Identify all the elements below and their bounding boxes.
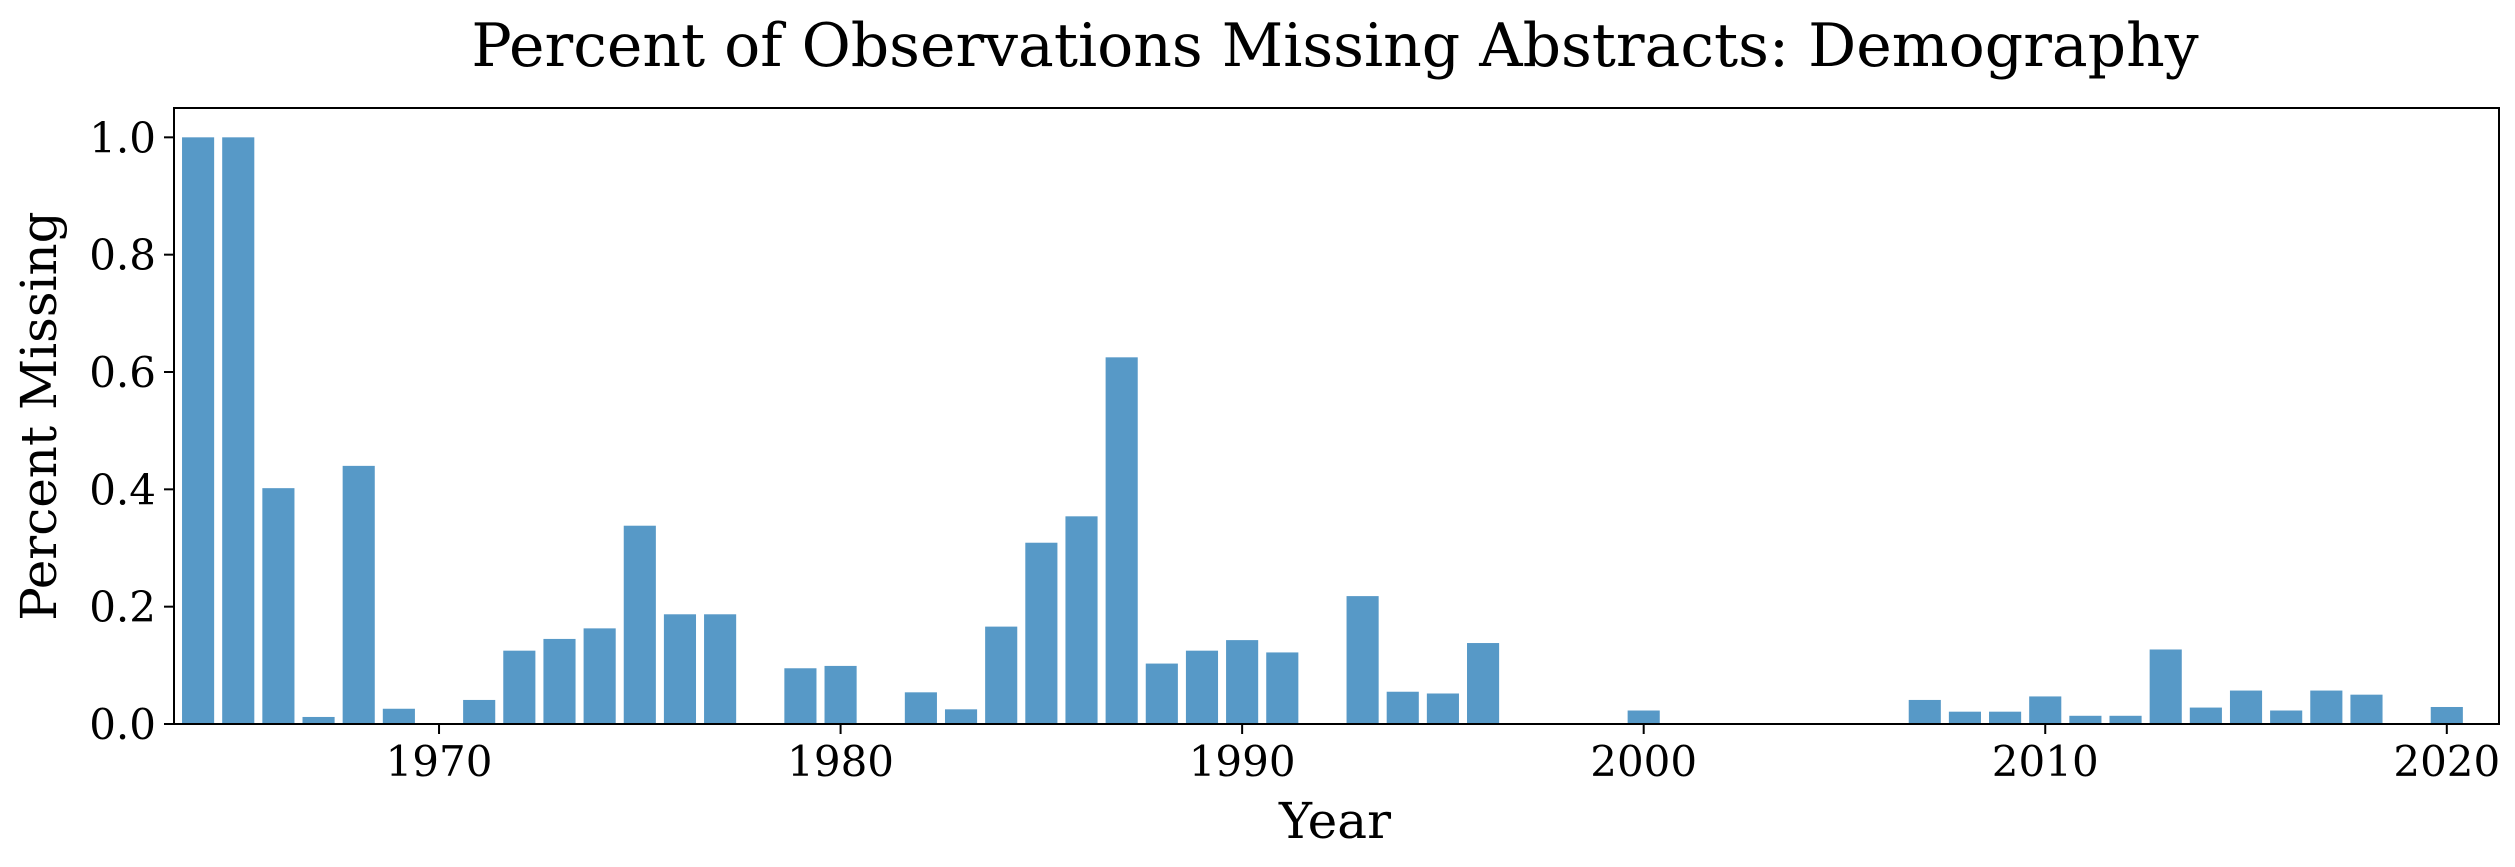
bar-1984	[985, 626, 1018, 724]
bar-1974	[583, 628, 616, 724]
y-tick-label: 0.6	[89, 348, 156, 397]
bar-1971	[463, 699, 496, 724]
bar-1993	[1346, 596, 1379, 724]
bar-2007	[1908, 699, 1941, 724]
x-tick-label: 2020	[2393, 737, 2500, 786]
bar-1973	[543, 638, 576, 724]
bar-1980	[824, 665, 857, 724]
bar-1985	[1025, 542, 1058, 724]
ticks-group: 1970 1980 1990 2000 2010 2020 0.0 0.2 0.4 0.6 0.8 1…	[89, 113, 2500, 786]
bar-2010	[2029, 696, 2062, 724]
bar-1977	[704, 614, 737, 724]
plot-frame	[173, 107, 2500, 725]
bar-1968	[342, 465, 375, 724]
bar-1979	[784, 668, 817, 724]
bar-2011	[2069, 715, 2102, 724]
bar-1986	[1065, 516, 1098, 724]
bars-group	[182, 137, 2463, 724]
bar-2015	[2229, 690, 2263, 724]
bar-1975	[623, 525, 656, 724]
bar-2012	[2109, 715, 2142, 724]
bar-1976	[663, 614, 697, 724]
x-tick-label: 2000	[1590, 737, 1697, 786]
bar-1982	[904, 692, 937, 724]
y-tick-label: 0.2	[89, 583, 156, 632]
bar-1989	[1185, 650, 1219, 724]
bar-1964	[182, 137, 215, 724]
bar-1988	[1145, 663, 1178, 724]
bar-1965	[222, 137, 255, 724]
y-tick-label: 0.0	[89, 700, 156, 749]
bar-2017	[2310, 690, 2343, 724]
bar-2014	[2189, 707, 2222, 724]
bar-1994	[1386, 691, 1419, 724]
bar-2008	[1948, 711, 1981, 724]
y-tick-label: 1.0	[89, 113, 156, 162]
bar-1987	[1105, 357, 1138, 724]
bar-1996	[1467, 643, 1500, 724]
bar-1983	[944, 709, 978, 724]
bar-1990	[1226, 640, 1259, 724]
bar-1967	[302, 716, 335, 724]
bar-2009	[1989, 711, 2022, 724]
y-tick-label: 0.8	[89, 231, 156, 280]
bar-2018	[2350, 694, 2383, 724]
bar-1991	[1266, 652, 1299, 724]
x-tick-label: 2010	[1992, 737, 2099, 786]
chart-title: Percent of Observations Missing Abstract…	[471, 11, 2198, 81]
bar-2000	[1627, 710, 1660, 724]
bar-2016	[2270, 710, 2303, 724]
bar-1972	[503, 650, 536, 724]
bar-2013	[2149, 649, 2182, 724]
x-tick-label: 1990	[1189, 737, 1296, 786]
bar-1966	[262, 488, 295, 724]
x-tick-label: 1970	[386, 737, 493, 786]
bar-2020	[2430, 706, 2463, 724]
x-tick-label: 1980	[787, 737, 894, 786]
bar-1969	[382, 708, 415, 724]
x-axis-label: Year	[1278, 792, 1391, 850]
y-tick-label: 0.4	[89, 465, 156, 514]
y-axis-label: Percent Missing	[10, 211, 68, 620]
bar-1995	[1426, 693, 1459, 724]
